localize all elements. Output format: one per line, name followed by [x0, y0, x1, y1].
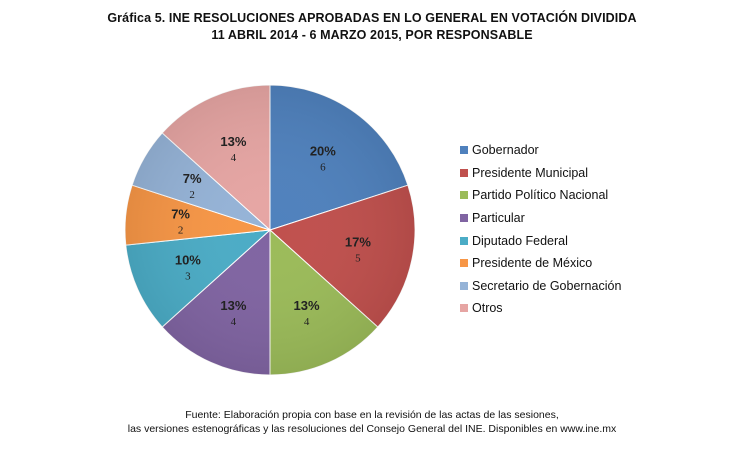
legend-label: Otros [472, 301, 503, 316]
legend-swatch [460, 304, 468, 313]
data-label-value-otros: 4 [231, 152, 237, 164]
chart-title: Gráfica 5. INE RESOLUCIONES APROBADAS EN… [0, 10, 744, 44]
source-line-2: las versiones estenográficas y las resol… [127, 423, 617, 435]
data-label-value-diputado-federal: 3 [185, 271, 191, 283]
data-label-percent-partido-politico-nacional: 13% [294, 298, 320, 313]
data-label-value-secretario-de-gobernacion: 2 [189, 189, 195, 201]
legend-item-particular: Particular [460, 207, 621, 230]
source-note: Fuente: Elaboración propia con base en l… [0, 408, 744, 436]
legend-item-gobernador: Gobernador [460, 139, 621, 162]
legend-swatch [460, 259, 468, 268]
data-label-value-presidente-municipal: 5 [355, 253, 361, 265]
legend-label: Partido Político Nacional [472, 188, 609, 203]
legend-swatch [460, 281, 468, 290]
legend: Gobernador Presidente Municipal Partido Po… [460, 139, 621, 320]
legend-swatch [460, 214, 468, 223]
legend-label: Presidente de México [472, 256, 593, 271]
legend-item-secretario-de-gobernacion: Secretario de Gobernación [460, 275, 621, 298]
data-label-value-gobernador: 6 [320, 161, 326, 173]
legend-label: Presidente Municipal [472, 165, 589, 180]
legend-swatch [460, 146, 468, 155]
legend-label: Secretario de Gobernación [472, 278, 622, 293]
legend-item-presidente-de-mexico: Presidente de México [460, 252, 621, 275]
legend-swatch [460, 191, 468, 200]
data-label-value-presidente-de-mexico: 2 [178, 225, 184, 237]
data-label-percent-presidente-municipal: 17% [345, 235, 371, 250]
data-label-value-particular: 4 [231, 316, 237, 328]
legend-item-otros: Otros [460, 297, 621, 320]
data-label-percent-otros: 13% [220, 134, 246, 149]
legend-item-partido-politico-nacional: Partido Político Nacional [460, 184, 621, 207]
legend-label: Particular [472, 211, 525, 226]
data-label-percent-gobernador: 20% [310, 143, 336, 158]
legend-item-diputado-federal: Diputado Federal [460, 229, 621, 252]
legend-swatch [460, 236, 468, 245]
chart-title-line-1: Gráfica 5. INE RESOLUCIONES APROBADAS EN… [107, 11, 637, 25]
data-label-percent-diputado-federal: 10% [175, 253, 201, 268]
data-label-percent-particular: 13% [220, 298, 246, 313]
legend-swatch [460, 168, 468, 177]
legend-label: Diputado Federal [472, 233, 568, 248]
data-label-percent-presidente-de-mexico: 7% [171, 207, 190, 222]
legend-item-presidente-municipal: Presidente Municipal [460, 162, 621, 185]
data-label-value-partido-politico-nacional: 4 [304, 316, 310, 328]
source-line-1: Fuente: Elaboración propia con base en l… [185, 409, 559, 421]
chart-title-line-2: 11 ABRIL 2014 - 6 MARZO 2015, POR RESPON… [211, 28, 533, 42]
data-label-percent-secretario-de-gobernacion: 7% [183, 171, 202, 186]
legend-label: Gobernador [472, 143, 539, 158]
